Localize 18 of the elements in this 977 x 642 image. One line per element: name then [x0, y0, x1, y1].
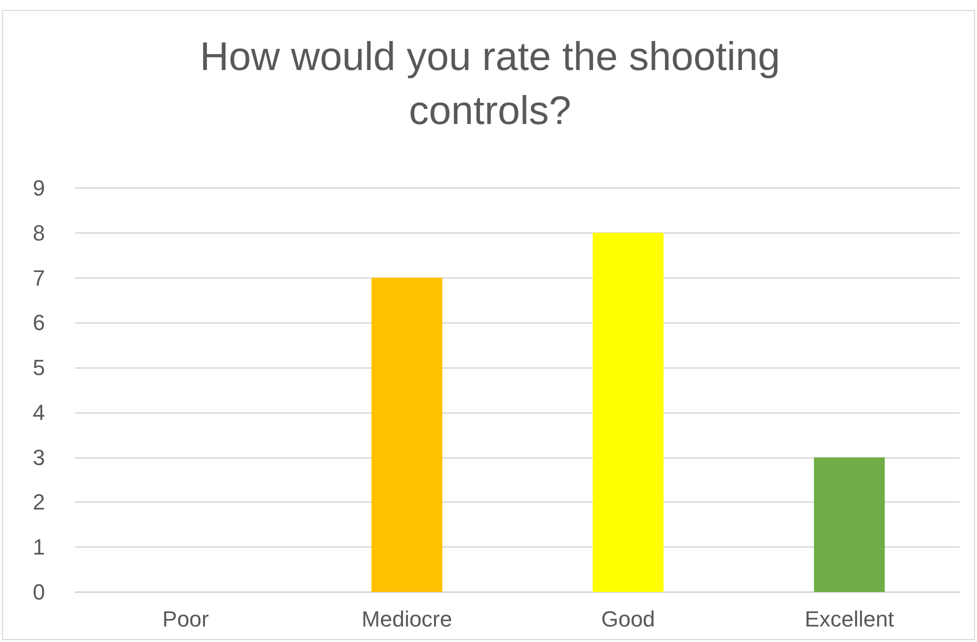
- x-tick-label: Good: [601, 606, 656, 632]
- chart-title: How would you rate the shooting controls?: [198, 34, 782, 135]
- x-tick-label: Excellent: [804, 606, 894, 632]
- y-tick-label: 2: [32, 490, 45, 515]
- x-tick-label: Poor: [162, 606, 209, 632]
- y-tick-label: 8: [32, 220, 45, 246]
- y-tick-label: 4: [32, 400, 45, 425]
- y-tick-label: 9: [32, 176, 45, 200]
- x-tick-label: Mediocre: [362, 606, 452, 632]
- bar: [592, 232, 664, 592]
- bar: [814, 457, 885, 592]
- bar: [371, 278, 442, 592]
- y-tick-label: 1: [32, 534, 45, 560]
- y-tick-label: 5: [32, 355, 45, 380]
- y-tick-label: 0: [32, 580, 45, 604]
- y-tick-label: 7: [32, 265, 45, 290]
- y-tick-label: 3: [32, 444, 45, 470]
- y-tick-label: 6: [32, 310, 45, 336]
